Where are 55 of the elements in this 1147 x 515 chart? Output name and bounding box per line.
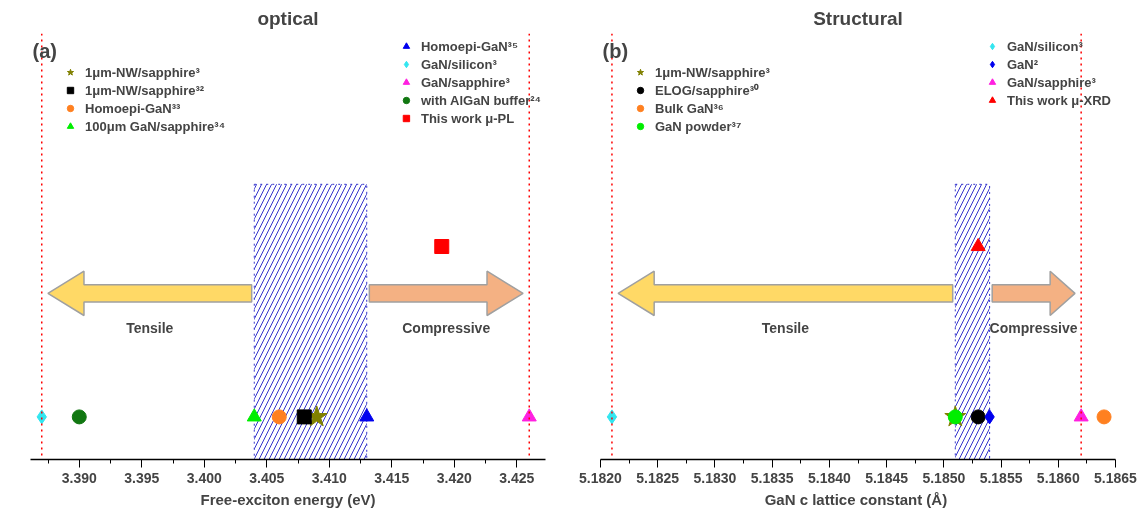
x-tick-label: 5.1825	[636, 469, 680, 486]
legend-label: 100μm GaN/sapphire³⁴	[85, 117, 226, 135]
x-axis-title: Free-exciton energy (eV)	[200, 490, 376, 508]
x-tick-label: 3.405	[249, 469, 285, 486]
legend-label: 1μm-NW/sapphire³	[85, 63, 200, 81]
x-tick-label: 3.390	[61, 469, 97, 486]
x-tick-label: 5.1820	[579, 469, 623, 486]
legend-label: 1μm-NW/sapphire³	[655, 63, 770, 81]
annotation: Compressive	[402, 319, 491, 336]
annotation: (a)	[32, 39, 57, 62]
x-axis-title: GaN c lattice constant (Å)	[764, 490, 948, 508]
x-tick-label: 5.1840	[807, 469, 852, 486]
x-tick-label: 5.1845	[865, 469, 909, 486]
point	[970, 409, 986, 425]
legend-label: Homoepi-GaN³⁵	[420, 37, 519, 55]
legend-label: GaN/silicon³	[1006, 37, 1083, 55]
annotation: (b)	[602, 39, 629, 62]
x-tick-label: 5.1835	[750, 469, 794, 486]
legend-label: ELOG/sapphire³⁰	[655, 82, 759, 99]
chart-title: Structural	[813, 7, 903, 29]
x-tick-label: 3.420	[436, 469, 472, 486]
point	[296, 409, 312, 425]
legend-label: GaN/silicon³	[420, 55, 497, 73]
x-tick-label: 3.415	[374, 469, 410, 486]
annotation: Tensile	[761, 319, 810, 336]
point	[521, 408, 537, 422]
x-tick-label: 5.1865	[1094, 469, 1138, 486]
legend-label: This work μ-XRD	[1006, 91, 1111, 109]
chart-title: optical	[257, 7, 319, 29]
annotation: Tensile	[126, 319, 174, 336]
x-tick-label: 3.395	[124, 469, 160, 486]
x-tick-label: 5.1855	[979, 469, 1023, 486]
point	[970, 237, 986, 252]
x-tick-label: 3.410	[311, 469, 347, 486]
legend-label: Bulk GaN³⁶	[655, 99, 724, 117]
x-tick-label: 3.425	[499, 469, 535, 486]
legend-label: GaN/sapphire³	[420, 73, 510, 91]
point	[246, 408, 262, 422]
point	[359, 408, 375, 422]
legend-label: 1μm-NW/sapphire³²	[85, 81, 205, 99]
x-tick-label: 5.1830	[693, 469, 737, 486]
legend-label: Homoepi-GaN³³	[85, 99, 181, 117]
legend-label: with AlGaN buffer²⁴	[420, 91, 541, 109]
legend-label: GaN²	[1006, 55, 1039, 73]
point	[271, 409, 287, 425]
legend-label: GaN powder³⁷	[655, 117, 742, 135]
x-tick-label: 5.1850	[922, 469, 966, 486]
point	[1096, 409, 1112, 425]
annotation: Compressive	[989, 319, 1078, 336]
legend-label: GaN/sapphire³	[1006, 73, 1096, 91]
point	[434, 239, 450, 254]
point	[71, 409, 87, 425]
x-tick-label: 3.400	[186, 469, 222, 486]
legend-label: This work μ-PL	[420, 109, 515, 127]
x-tick-label: 5.1860	[1036, 469, 1080, 486]
